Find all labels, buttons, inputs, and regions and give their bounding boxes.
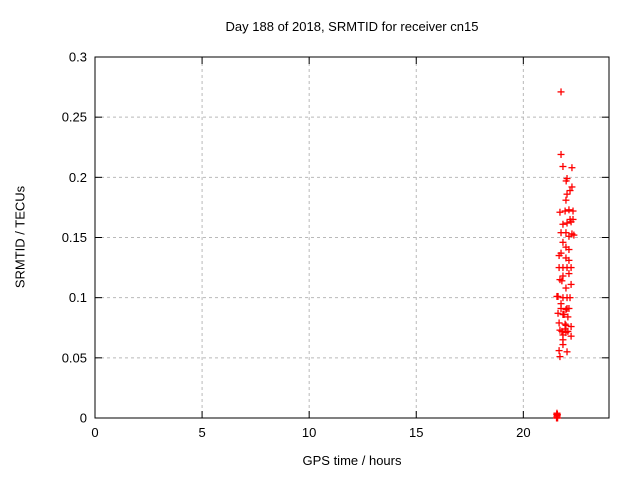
x-tick-label: 0 bbox=[91, 425, 98, 440]
y-tick-label: 0.25 bbox=[62, 110, 87, 125]
data-point bbox=[568, 183, 576, 191]
data-point bbox=[562, 229, 570, 237]
data-point bbox=[567, 218, 575, 226]
data-point bbox=[561, 207, 569, 215]
data-point bbox=[554, 309, 562, 317]
x-tick-label: 20 bbox=[516, 425, 530, 440]
data-point bbox=[559, 238, 567, 246]
data-point bbox=[566, 187, 574, 195]
data-point bbox=[559, 272, 567, 280]
data-point bbox=[570, 231, 578, 239]
data-point bbox=[554, 292, 562, 300]
data-point bbox=[563, 190, 571, 198]
data-point bbox=[568, 164, 576, 172]
data-point bbox=[566, 294, 574, 302]
data-point bbox=[567, 264, 575, 272]
data-point bbox=[558, 327, 566, 335]
y-tick-label: 0 bbox=[80, 411, 87, 426]
x-tick-label: 5 bbox=[198, 425, 205, 440]
x-tick-label: 15 bbox=[409, 425, 423, 440]
data-point bbox=[562, 321, 570, 329]
data-point bbox=[563, 219, 571, 227]
data-point bbox=[563, 348, 571, 356]
y-tick-label: 0.2 bbox=[69, 170, 87, 185]
data-point bbox=[559, 341, 567, 349]
data-point bbox=[565, 256, 573, 264]
data-point bbox=[555, 347, 563, 355]
data-point bbox=[555, 252, 563, 260]
plot-border bbox=[94, 56, 610, 419]
chart-title: Day 188 of 2018, SRMTID for receiver cn1… bbox=[225, 19, 479, 34]
data-point bbox=[553, 409, 561, 417]
data-point bbox=[562, 284, 570, 292]
data-point bbox=[567, 280, 575, 288]
data-point bbox=[562, 306, 570, 314]
x-tick-label: 10 bbox=[302, 425, 316, 440]
data-point bbox=[557, 150, 565, 158]
data-point bbox=[565, 304, 573, 312]
data-point bbox=[560, 311, 568, 319]
y-tick-label: 0.1 bbox=[69, 290, 87, 305]
data-point bbox=[555, 319, 563, 327]
data-point bbox=[565, 270, 573, 278]
data-point bbox=[562, 177, 570, 185]
data-point bbox=[562, 196, 570, 204]
y-tick-label: 0.05 bbox=[62, 350, 87, 365]
data-point bbox=[556, 353, 564, 361]
data-point bbox=[564, 313, 572, 321]
data-point bbox=[565, 246, 573, 254]
x-axis-label: GPS time / hours bbox=[302, 453, 402, 468]
data-point bbox=[567, 332, 575, 340]
data-point bbox=[559, 220, 567, 228]
data-point bbox=[565, 232, 573, 240]
data-point bbox=[567, 323, 575, 331]
data-point bbox=[569, 207, 577, 215]
data-point bbox=[558, 277, 566, 285]
data-point bbox=[565, 206, 573, 214]
data-point bbox=[557, 304, 565, 312]
data-point bbox=[557, 88, 565, 96]
data-point bbox=[559, 163, 567, 171]
y-tick-label: 0.15 bbox=[62, 230, 87, 245]
data-point bbox=[556, 208, 564, 216]
y-tick-label: 0.3 bbox=[69, 50, 87, 65]
